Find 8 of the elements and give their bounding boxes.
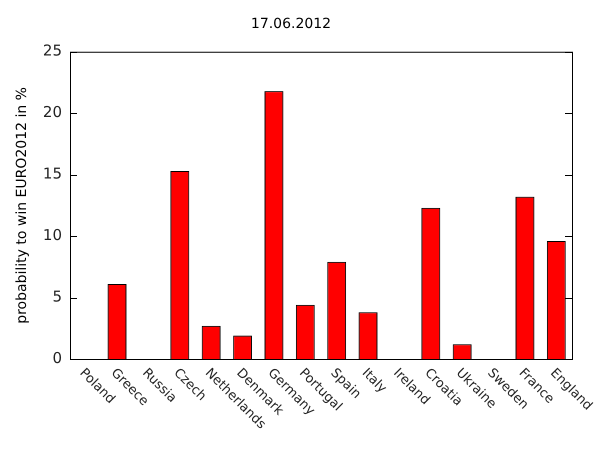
y-tick-label: 5: [52, 287, 62, 306]
chart-title: 17.06.2012: [250, 16, 332, 32]
y-tick-label: 0: [52, 348, 62, 367]
y-tick-label: 20: [42, 103, 62, 122]
y-tick-label: 10: [42, 226, 62, 244]
y-tick-label: 25: [42, 42, 62, 60]
y-tick-label: 15: [42, 164, 62, 183]
y-axis-title: probability to win EURO2012 in %: [14, 87, 30, 324]
